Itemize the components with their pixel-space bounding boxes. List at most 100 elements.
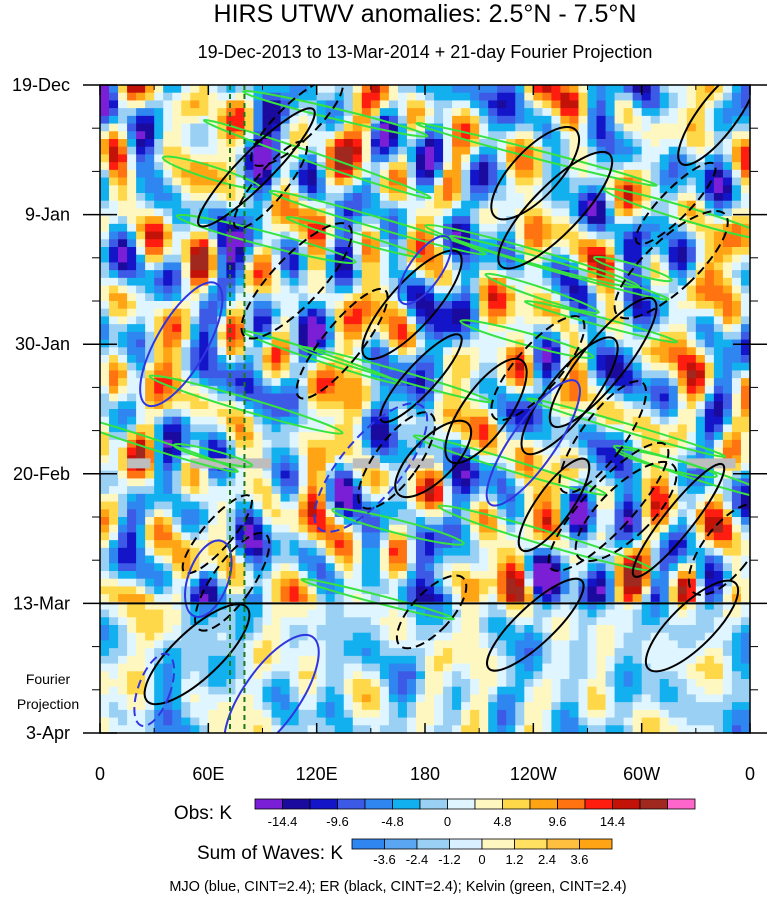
obs-cell xyxy=(677,293,688,302)
obs-cell xyxy=(479,455,489,464)
obs-cell xyxy=(298,208,309,217)
obs-cell xyxy=(244,493,255,503)
obs-cell xyxy=(370,324,381,333)
obs-cell xyxy=(343,123,354,132)
obs-cell xyxy=(109,185,119,194)
obs-cell xyxy=(452,517,462,526)
obs-cell xyxy=(406,486,417,495)
obs-cell xyxy=(452,432,462,441)
obs-cell xyxy=(605,532,616,541)
obs-cell xyxy=(650,409,661,418)
obs-cell xyxy=(235,594,246,603)
obs-cell xyxy=(650,601,661,611)
obs-cell xyxy=(280,277,291,287)
obs-cell xyxy=(361,331,372,341)
obs-cell xyxy=(127,393,137,402)
obs-cell xyxy=(343,370,354,379)
obs-cell xyxy=(316,509,327,518)
obs-cell xyxy=(316,193,327,202)
obs-cell xyxy=(641,455,652,464)
obs-cell xyxy=(461,146,471,156)
obs-cell xyxy=(650,547,661,557)
obs-cell xyxy=(425,293,435,302)
obs-cell xyxy=(118,270,128,279)
obs-cell xyxy=(641,470,652,480)
obs-cell xyxy=(253,131,264,140)
obs-cell xyxy=(614,331,625,341)
obs-cell xyxy=(470,393,480,402)
obs-cell xyxy=(434,285,444,294)
obs-cell xyxy=(470,601,480,611)
obs-cell xyxy=(352,108,363,117)
obs-cell xyxy=(298,447,309,456)
obs-cell xyxy=(704,200,715,210)
obs-cell xyxy=(506,331,516,341)
obs-cell xyxy=(614,100,625,109)
obs-cell xyxy=(226,401,237,410)
obs-cell xyxy=(461,455,471,464)
obs-cell xyxy=(154,239,164,248)
obs-cell xyxy=(253,324,264,333)
obs-cell xyxy=(623,401,634,410)
obs-cell xyxy=(713,401,724,410)
obs-cell xyxy=(632,85,643,94)
obs-cell xyxy=(524,115,534,125)
obs-cell xyxy=(271,293,282,302)
obs-cell xyxy=(208,385,218,395)
obs-cell xyxy=(713,540,724,549)
obs-cell xyxy=(118,571,128,580)
obs-cell xyxy=(731,578,742,588)
obs-cell xyxy=(271,617,282,626)
obs-cell xyxy=(244,115,255,125)
obs-cell xyxy=(650,509,661,518)
obs-cell xyxy=(542,447,552,456)
obs-cell xyxy=(208,540,218,549)
obs-cell xyxy=(434,131,444,140)
obs-cell xyxy=(731,146,742,156)
obs-cell xyxy=(145,424,155,433)
obs-cell xyxy=(271,439,282,449)
obs-cell xyxy=(136,401,146,410)
obs-cell xyxy=(352,385,363,395)
obs-cell xyxy=(524,308,534,318)
obs-cell xyxy=(497,486,507,495)
obs-cell xyxy=(623,208,634,217)
obs-cell xyxy=(704,594,715,603)
obs-cell xyxy=(199,470,209,480)
obs-cell xyxy=(262,393,273,402)
obs-cell xyxy=(452,478,462,487)
obs-cell xyxy=(172,285,182,294)
obs-cell xyxy=(434,532,444,541)
obs-cell xyxy=(100,85,110,94)
obs-cell xyxy=(253,409,264,418)
obs-cell xyxy=(479,339,489,348)
obs-cell xyxy=(379,571,390,580)
obs-cell xyxy=(190,339,200,348)
obs-cell xyxy=(262,493,273,503)
obs-cell xyxy=(677,455,688,464)
obs-cell xyxy=(379,324,390,333)
obs-cell xyxy=(686,339,697,348)
obs-cell xyxy=(379,262,390,271)
obs-cell xyxy=(632,262,643,271)
obs-cell xyxy=(704,401,715,410)
obs-cell xyxy=(569,162,580,171)
obs-cell xyxy=(325,470,336,480)
obs-cell xyxy=(217,277,227,287)
obs-cell xyxy=(551,432,562,441)
obs-cell xyxy=(406,193,417,202)
obs-cell xyxy=(316,247,327,256)
obs-cell xyxy=(596,416,607,426)
obs-cell xyxy=(524,501,534,510)
obs-cell xyxy=(226,586,237,595)
obs-cell xyxy=(217,532,227,541)
obs-cell xyxy=(677,324,688,333)
obs-cell xyxy=(271,185,282,194)
obs-cell xyxy=(325,447,336,456)
obs-cell xyxy=(605,578,616,588)
obs-cell xyxy=(181,432,191,441)
obs-cell xyxy=(190,308,200,318)
obs-cell xyxy=(235,532,246,541)
obs-cell xyxy=(479,547,489,557)
obs-cell xyxy=(289,447,300,456)
